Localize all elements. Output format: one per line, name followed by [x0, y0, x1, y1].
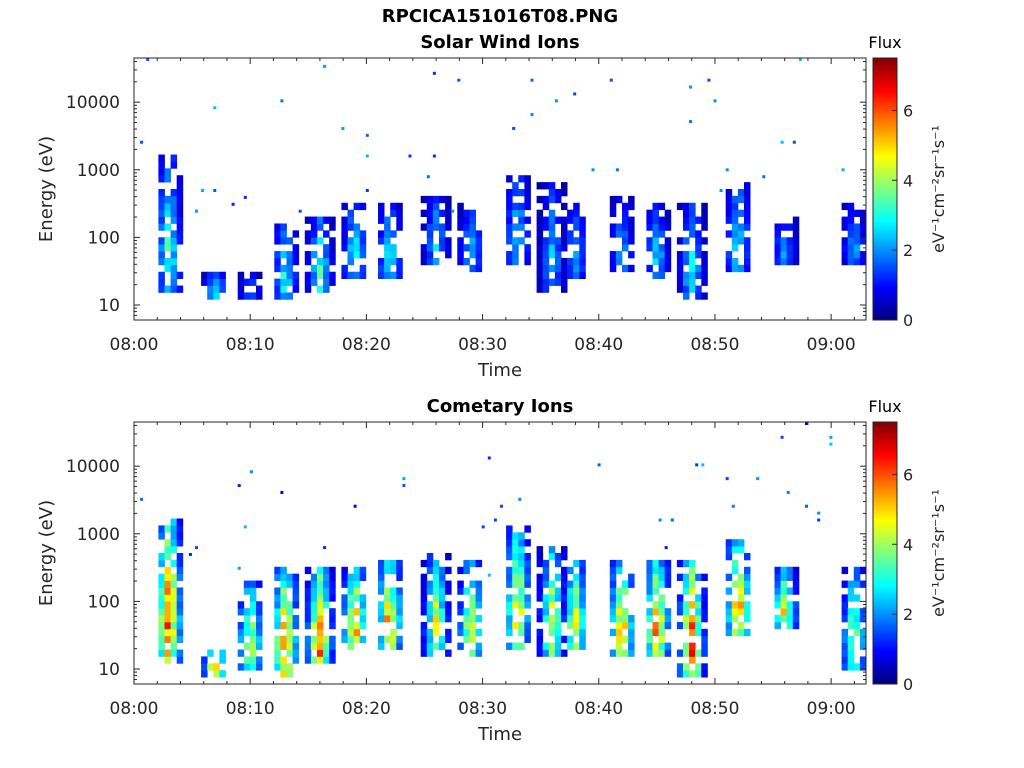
- colorbar-unit-label: eV⁻¹cm⁻²sr⁻¹s⁻¹: [929, 489, 948, 617]
- y-tick-label: 10000: [66, 93, 120, 113]
- x-tick-label: 08:10: [226, 335, 275, 355]
- y-tick-label: 100: [88, 228, 120, 248]
- colorbar-tick-label: 6: [903, 465, 913, 484]
- solar-wind-axes-box: [133, 57, 867, 321]
- colorbar-tick-label: 6: [903, 101, 913, 120]
- x-tick-label: 08:10: [226, 699, 275, 719]
- colorbar-tick-label: 2: [903, 605, 913, 624]
- x-axis-label: Time: [477, 360, 522, 381]
- colorbar-tick-label: 4: [903, 171, 913, 190]
- cometary-pixels: [140, 422, 866, 678]
- colorbar-title: Flux: [868, 33, 901, 52]
- cometary-panel: 08:00 08:10 08:20 08:30 08:40 08:50 09:00 10 100…: [36, 396, 948, 745]
- chart-title: Solar Wind Ions: [420, 32, 579, 53]
- x-tick-label: 08:00: [110, 335, 159, 355]
- x-tick-label: 08:30: [458, 699, 507, 719]
- colorbar-tick-label: 2: [903, 241, 913, 260]
- solar-wind-pixels: [140, 58, 866, 300]
- colorbar-tick-label: 0: [903, 311, 913, 330]
- colorbar-tick-label: 4: [903, 535, 913, 554]
- colorbar: [872, 421, 898, 685]
- solar-wind-panel: 08:00 08:10 08:20 08:30 08:40 08:50 09:00 10 100…: [36, 32, 948, 381]
- cometary-axes-box: [133, 421, 867, 685]
- page-title: RPCICA151016T08.PNG: [381, 6, 619, 27]
- chart-title: Cometary Ions: [427, 396, 574, 417]
- colorbar: [872, 57, 898, 321]
- y-tick-label: 10: [98, 296, 120, 316]
- y-tick-label: 100: [88, 592, 120, 612]
- y-axis-label: Energy (eV): [36, 136, 57, 242]
- y-tick-label: 10: [98, 660, 120, 680]
- x-tick-label: 08:00: [110, 699, 159, 719]
- x-tick-label: 08:20: [342, 699, 391, 719]
- y-tick-label: 10000: [66, 457, 120, 477]
- x-axis-label: Time: [477, 724, 522, 745]
- x-tick-label: 08:40: [574, 335, 623, 355]
- colorbar-tick-label: 0: [903, 675, 913, 694]
- y-axis-label: Energy (eV): [36, 500, 57, 606]
- x-tick-label: 08:20: [342, 335, 391, 355]
- x-tick-label: 08:30: [458, 335, 507, 355]
- x-tick-label: 08:50: [690, 335, 739, 355]
- x-tick-label: 08:40: [574, 699, 623, 719]
- y-tick-label: 1000: [77, 525, 120, 545]
- x-tick-label: 09:00: [807, 699, 856, 719]
- colorbar-title: Flux: [868, 397, 901, 416]
- y-tick-label: 1000: [77, 161, 120, 181]
- colorbar-unit-label: eV⁻¹cm⁻²sr⁻¹s⁻¹: [929, 125, 948, 253]
- x-tick-label: 09:00: [807, 335, 856, 355]
- x-tick-label: 08:50: [690, 699, 739, 719]
